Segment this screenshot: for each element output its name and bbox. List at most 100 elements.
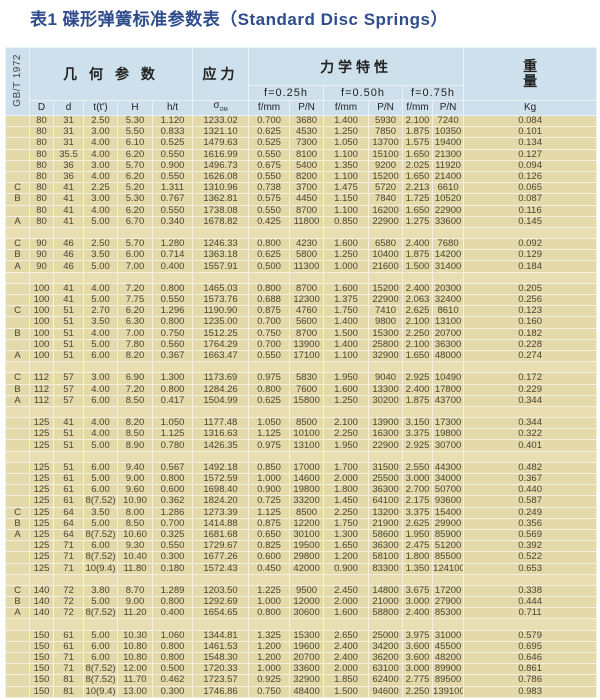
- cell-t: 3.00: [83, 159, 118, 172]
- cell-series: C: [5, 238, 30, 251]
- cell-d: 36: [53, 159, 84, 172]
- cell-d: 41: [53, 282, 84, 296]
- cell-f-050: 1.250: [323, 249, 370, 262]
- empty-cell: [323, 573, 370, 586]
- table-row: A 140 72 8(7.52) 11.20 0.400 1654.65 0.800 30600…: [5, 607, 598, 620]
- empty-cell: [83, 573, 118, 586]
- empty-cell: [463, 573, 598, 586]
- empty-cell: [117, 618, 153, 631]
- cell-f-025: 0.550: [248, 170, 291, 184]
- cell-f-075: 2.100: [402, 338, 434, 351]
- table-row: 125 61 8(7.52) 10.90 0.362 1824.20 0.725 33200 1…: [5, 495, 598, 508]
- cell-kg: 0.444: [463, 596, 598, 609]
- cell-p-025: 9500: [289, 584, 325, 598]
- cell-f-075: 3.150: [402, 417, 434, 430]
- cell-d: 41: [53, 215, 84, 228]
- cell-f-050: 1.600: [323, 238, 370, 251]
- table-row: B 100 51 4.00 7.00 0.750 1512.25 0.750 8700 1.500…: [5, 327, 598, 340]
- cell-f-050: 1.750: [323, 517, 370, 530]
- cell-p-075: 21300: [432, 148, 465, 161]
- cell-f-025: 0.625: [248, 249, 291, 262]
- cell-f-050: 2.400: [323, 640, 370, 654]
- cell-kg: 0.522: [463, 551, 598, 564]
- cell-p-025: 30600: [289, 607, 325, 620]
- empty-cell: [53, 450, 84, 463]
- cell-p-075: 124100: [432, 562, 465, 575]
- cell-series: [5, 651, 30, 665]
- cell-p-025: 11800: [289, 215, 325, 228]
- cell-p-025: 17100: [289, 349, 325, 363]
- cell-p-025: 30100: [289, 528, 325, 542]
- cell-t: 5.00: [83, 439, 118, 452]
- cell-f-025: 1.200: [248, 640, 291, 654]
- cell-kg: 0.172: [463, 372, 598, 385]
- cell-D: 150: [29, 629, 54, 642]
- cell-p-050: 22900: [368, 293, 404, 307]
- cell-D: 80: [29, 159, 54, 172]
- cell-f-025: 0.875: [248, 517, 291, 530]
- empty-cell: [248, 405, 291, 419]
- cell-kg: 0.182: [463, 327, 598, 340]
- cell-d: 51: [53, 305, 84, 318]
- cell-sigma: 1177.48: [192, 417, 250, 430]
- cell-p-075: 13100: [432, 316, 465, 329]
- cell-H: 8.50: [117, 517, 153, 530]
- cell-p-025: 4450: [289, 193, 325, 206]
- cell-d: 41: [53, 182, 84, 195]
- table-row: 100 51 3.50 6.30 0.800 1235.00 0.700 5600 1.400 9…: [5, 316, 598, 329]
- cell-H: 8.50: [117, 428, 153, 441]
- cell-p-075: 85900: [432, 528, 465, 542]
- cell-kg: 0.344: [463, 394, 598, 407]
- cell-p-050: 36300: [368, 540, 404, 553]
- cell-f-050: 1.600: [323, 607, 370, 620]
- cell-f-025: 0.800: [248, 607, 291, 620]
- cell-kg: 0.084: [463, 114, 598, 128]
- cell-D: 80: [29, 148, 54, 161]
- cell-p-050: 58600: [368, 528, 404, 542]
- table-row: 100 41 5.00 7.75 0.550 1573.76 0.688 12300 1.375…: [5, 293, 598, 307]
- cell-h-t: 0.462: [151, 674, 194, 687]
- cell-d: 36: [53, 170, 84, 184]
- table-row: 125 51 6.00 9.40 0.567 1492.18 0.850 17000 1.700…: [5, 461, 598, 475]
- cell-H: 6.90: [117, 372, 153, 385]
- cell-f-050: 1.950: [323, 372, 370, 385]
- cell-kg: 0.983: [463, 685, 598, 698]
- cell-series: [5, 663, 30, 676]
- empty-cell: [83, 450, 118, 463]
- cell-D: 90: [29, 249, 54, 262]
- cell-f-075: 3.675: [402, 584, 434, 598]
- cell-p-075: 51200: [432, 540, 465, 553]
- cell-h-t: 0.550: [151, 148, 194, 161]
- cell-f-075: 2.400: [402, 282, 434, 296]
- cell-series: [5, 137, 30, 150]
- cell-h-t: 1.300: [151, 372, 194, 385]
- cell-h-t: 0.367: [151, 349, 194, 363]
- table-row: 80 36 4.00 6.20 0.550 1626.08 0.550 8200 1.100 15…: [5, 170, 598, 184]
- col-header-sigma: σOM: [192, 100, 250, 116]
- cell-D: 125: [29, 540, 54, 553]
- cell-p-025: 15300: [289, 629, 325, 642]
- table-row: 150 71 8(7.52) 12.00 0.500 1720.33 1.000 33600 2…: [5, 663, 598, 676]
- table-row: A 90 46 5.00 7.00 0.400 1557.91 0.500 11300 1.000…: [5, 260, 598, 273]
- empty-cell: [53, 271, 84, 284]
- col-header-H: H: [117, 100, 153, 116]
- cell-p-050: 13300: [368, 383, 404, 396]
- cell-f-025: 0.625: [248, 126, 291, 139]
- cell-D: 90: [29, 260, 54, 273]
- cell-p-075: 33600: [432, 215, 465, 228]
- empty-cell: [463, 450, 598, 463]
- table-row: C 90 46 2.50 5.70 1.280 1246.33 0.800 4230 1.600 6…: [5, 238, 598, 251]
- cell-f-025: 0.700: [248, 338, 291, 351]
- cell-sigma: 1235.00: [192, 316, 250, 329]
- table-row: 125 71 10(9.4) 11.80 0.180 1572.43 0.450 42000 0…: [5, 562, 598, 575]
- cell-t: 6.00: [83, 394, 118, 407]
- cell-p-025: 20700: [289, 651, 325, 665]
- cell-p-025: 33200: [289, 495, 325, 508]
- cell-D: 140: [29, 596, 54, 609]
- empty-cell: [289, 618, 325, 631]
- empty-cell: [151, 573, 194, 586]
- cell-p-050: 36200: [368, 651, 404, 665]
- cell-p-025: 13100: [289, 439, 325, 452]
- cell-d: 31: [53, 114, 84, 128]
- cell-f-075: 2.700: [402, 484, 434, 497]
